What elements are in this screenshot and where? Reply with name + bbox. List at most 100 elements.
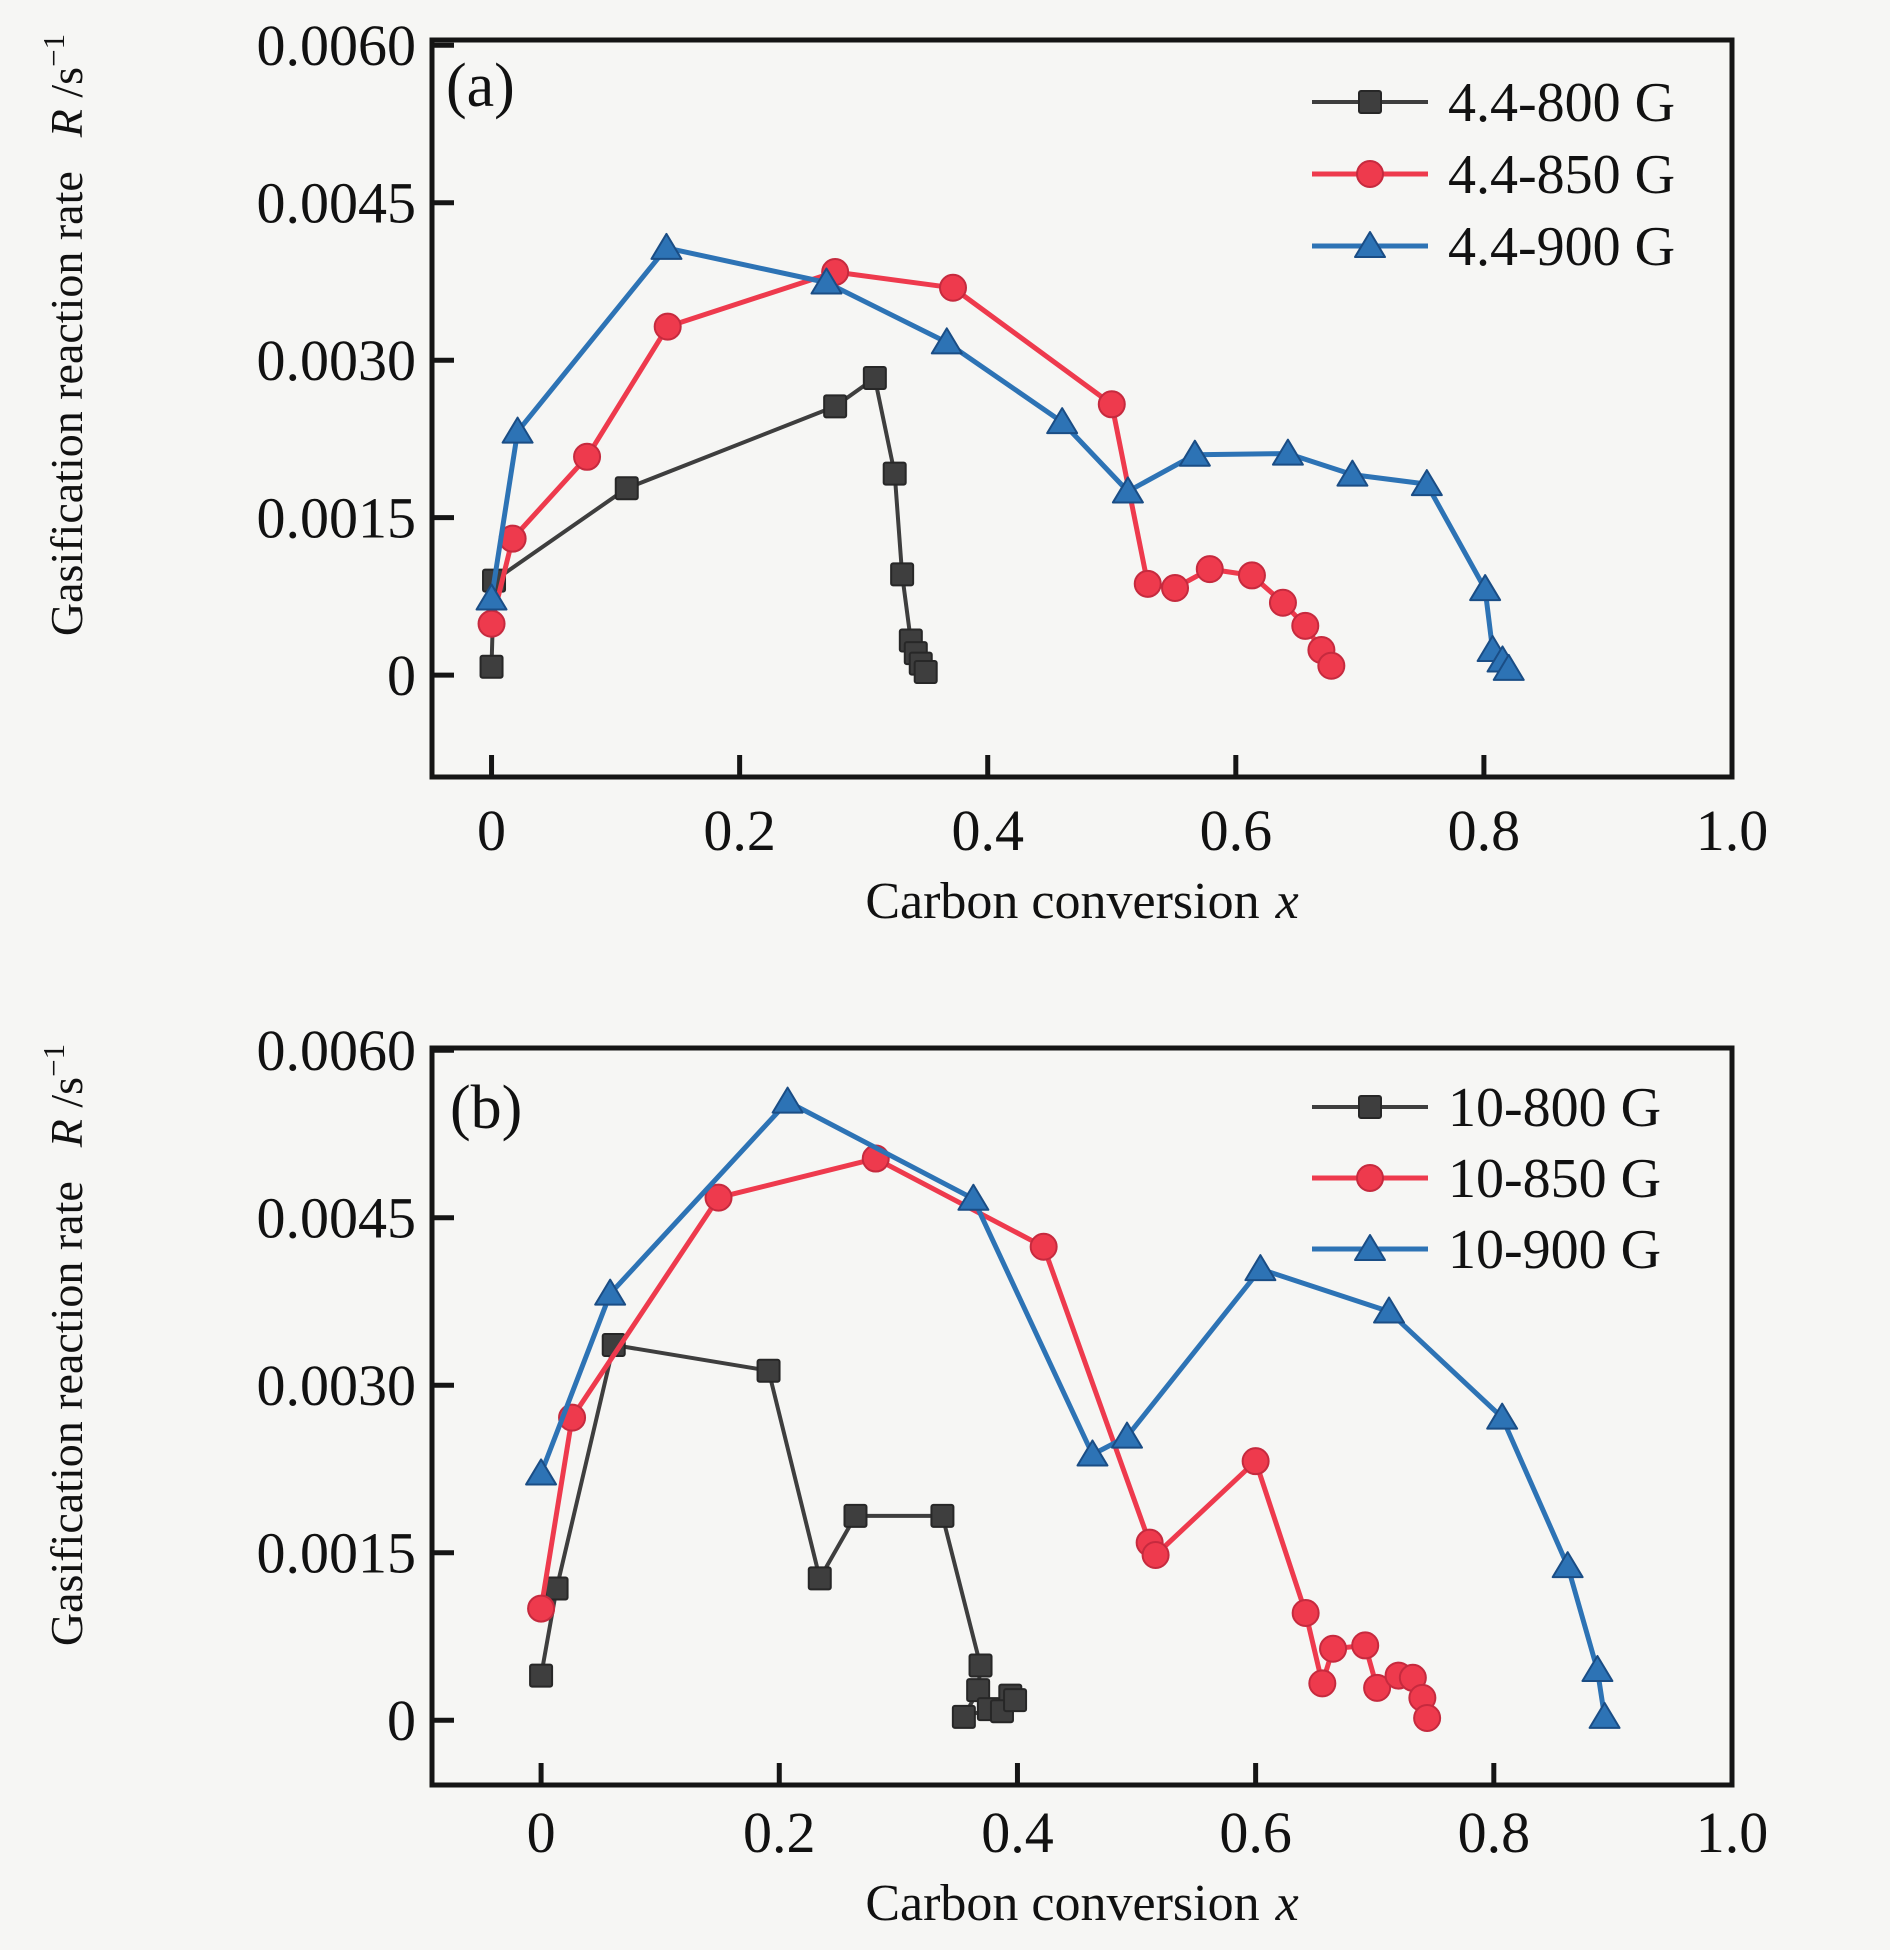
series-10-900 G-marker: [1244, 1254, 1277, 1282]
series-4.4-900 G-marker: [1271, 438, 1304, 466]
x-axis-tick-label: 0.4: [951, 798, 1024, 863]
series-4.4-800 G-marker: [614, 476, 639, 501]
series-10-800 G-marker: [529, 1663, 554, 1688]
x-axis-tick-label: 0.6: [1200, 798, 1273, 863]
series-4.4-900 G-marker: [1410, 469, 1443, 497]
panel-a-plot-frame: [429, 37, 1735, 780]
series-4.4-850 G-marker: [1317, 651, 1346, 680]
series-10-800 G-marker: [843, 1503, 868, 1528]
series-10-850 G-marker: [1029, 1232, 1058, 1261]
legend-entry-label: 10-850 G: [1448, 1148, 1661, 1210]
series-10-800 G-marker: [968, 1653, 993, 1678]
axis-title-part: Gasification reaction rate: [41, 1181, 92, 1646]
axis-title-part: x: [1275, 873, 1299, 930]
y-axis-tick-label: 0.0015: [257, 1521, 417, 1586]
series-10-800 G-marker: [951, 1704, 976, 1729]
legend-entry-label: 4.4-800 G: [1448, 72, 1675, 134]
axis-title-part: Carbon conversion: [865, 873, 1259, 930]
axis-title-part: Gasification reaction rate: [41, 171, 92, 636]
series-4.4-850 G-marker: [653, 312, 682, 341]
panel-a: 0 0.2 0.4 0.6 0.8 1.0 0 0.0015 0.0030 0.0045 0.006…: [36, 13, 1768, 930]
series-4.4-850 G-marker: [1237, 561, 1266, 590]
series-4.4-800 G: [479, 366, 938, 685]
series-10-900 G-marker: [1111, 1421, 1144, 1449]
series-10-850 G-marker: [1351, 1631, 1380, 1660]
series-4.4-900 G-marker: [1336, 459, 1369, 487]
y-axis-tick-label: 0.0030: [257, 1353, 417, 1418]
series-10-800 G-marker: [930, 1503, 955, 1528]
series-10-850 G-marker: [1291, 1599, 1320, 1628]
panel-a-legend: 4.4-800 G 4.4-850 G 4.4-900 G: [1312, 72, 1675, 278]
axis-title-part: R: [41, 109, 92, 138]
series-4.4-800 G-marker: [823, 394, 848, 419]
x-axis-tick-label: 0.2: [743, 1800, 816, 1865]
series-4.4-900 G-marker: [1111, 476, 1144, 504]
series-4.4-850 G-marker: [573, 442, 602, 471]
legend-entry-label: 4.4-900 G: [1448, 216, 1675, 278]
series-10-900 G-marker: [594, 1278, 627, 1306]
series-4.4-800 G-marker: [862, 366, 887, 391]
series-4.4-900 G-marker: [475, 583, 508, 611]
y-axis-tick-label: 0.0060: [257, 13, 417, 78]
x-axis-tick-label: 0.6: [1219, 1800, 1292, 1865]
series-4.4-800 G-marker: [890, 562, 915, 587]
series-4.4-850 G-marker: [1097, 390, 1126, 419]
series-10-900 G-marker: [1373, 1296, 1406, 1324]
y-axis-tick-label: 0.0045: [257, 171, 417, 236]
axis-title-part: /s: [41, 67, 92, 109]
series-10-800 G-marker: [756, 1358, 781, 1383]
x-axis-tick-label: 0.4: [981, 1800, 1054, 1865]
series-4.4-800 G-marker: [882, 461, 907, 486]
axis-title-part: x: [1275, 1875, 1299, 1932]
y-axis-tick-label: 0.0030: [257, 328, 417, 393]
axis-title-part: −1: [36, 34, 71, 67]
legend-marker: [1358, 1095, 1382, 1119]
series-10-900 G: [525, 1086, 1621, 1729]
legend-marker: [1358, 90, 1382, 114]
legend-marker: [1356, 1164, 1384, 1192]
series-10-850 G-marker: [704, 1183, 733, 1212]
legend-marker: [1354, 231, 1386, 258]
series-10-900 G-marker: [1581, 1654, 1614, 1682]
x-axis-tick-label: 0.8: [1448, 798, 1521, 863]
legend-entry-label: 10-800 G: [1448, 1077, 1661, 1139]
series-10-800 G: [529, 1333, 1028, 1729]
panel-a-label: (a): [446, 52, 515, 120]
series-10-850 G-marker: [1413, 1704, 1442, 1732]
x-axis-title: Carbon conversion x: [865, 873, 1298, 930]
series-4.4-850 G-marker: [1268, 588, 1297, 617]
series-10-850 G-marker: [527, 1594, 556, 1623]
series-10-800 G-marker: [544, 1576, 569, 1601]
series-4.4-900 G-marker: [1469, 574, 1502, 602]
series-10-850 G-marker: [1308, 1669, 1337, 1698]
y-axis-tick-label: 0.0015: [257, 486, 417, 551]
series-10-900 G-marker: [1486, 1402, 1519, 1430]
x-axis-tick-label: 1.0: [1696, 1800, 1769, 1865]
series-4.4-850 G-marker: [938, 273, 967, 302]
x-axis-tick-label: 0: [527, 1800, 556, 1865]
series-10-850 G-marker: [1363, 1673, 1392, 1702]
axis-title-part: R: [41, 1119, 92, 1148]
series-10-800 G-marker: [807, 1566, 832, 1591]
y-axis-tick-label: 0.0045: [257, 1186, 417, 1251]
series-10-900 G-marker: [525, 1458, 558, 1486]
series-10-800 G-marker: [1003, 1688, 1028, 1713]
series-4.4-850 G-marker: [1161, 574, 1190, 603]
series-4.4-900 G: [475, 232, 1525, 681]
series-10-900 G-marker: [957, 1183, 990, 1211]
series-10-900 G-marker: [1076, 1439, 1109, 1467]
series-10-900 G-marker: [1588, 1701, 1621, 1729]
x-axis-tick-label: 0: [477, 798, 506, 863]
legend-marker: [1354, 1234, 1386, 1261]
series-4.4-900 G-marker: [930, 327, 963, 355]
series-4.4-800 G-marker: [479, 654, 504, 679]
axis-title-part: /s: [41, 1077, 92, 1119]
y-axis-title: Gasification reaction rate R /s−1: [36, 1044, 92, 1646]
series-10-850 G-marker: [1141, 1540, 1170, 1569]
series-10-900 G-marker: [1551, 1551, 1584, 1579]
series-4.4-900 G-marker: [1492, 653, 1525, 681]
axis-title-part: Carbon conversion: [865, 1875, 1259, 1932]
y-axis-tick-label: 0: [387, 1688, 416, 1753]
